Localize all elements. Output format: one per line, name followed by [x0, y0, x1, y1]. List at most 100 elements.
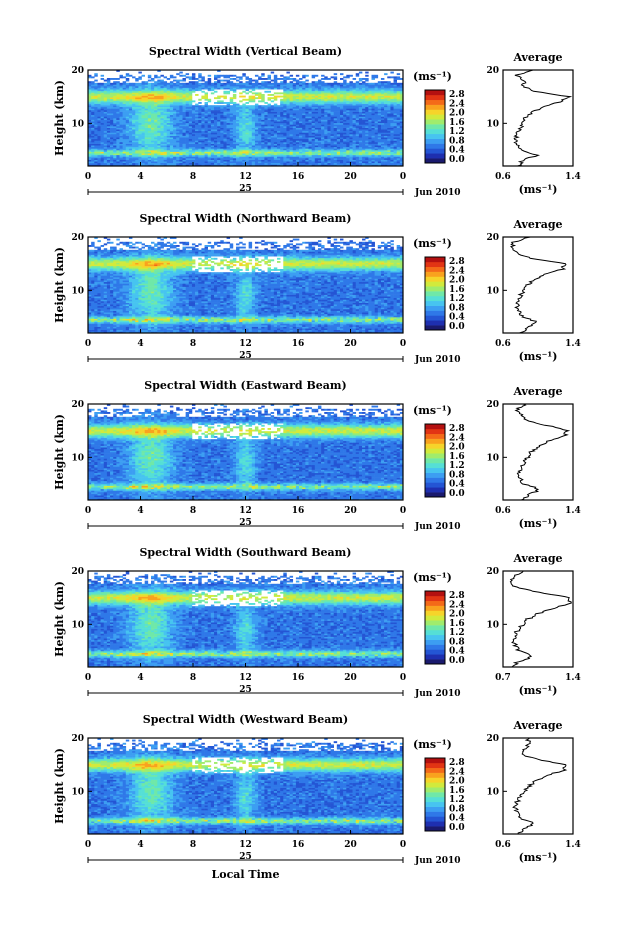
colorbar-segment: [425, 473, 445, 478]
profile-title: Average: [512, 218, 562, 231]
colorbar-segment: [425, 468, 445, 473]
date-label: 25: [239, 351, 252, 361]
profile-x-tick-label: 1.4: [565, 339, 581, 349]
y-tick-label: 10: [71, 286, 84, 296]
profile-y-tick-label: 10: [486, 787, 499, 797]
profile-frame: [503, 571, 573, 667]
colorbar-segment: [425, 768, 445, 773]
colorbar-segment: [425, 821, 445, 826]
x-tick-label: 0: [400, 339, 406, 349]
colorbar-segment: [425, 119, 445, 124]
profile-x-label: (ms⁻¹): [519, 350, 558, 363]
profile-x-tick-label: 0.7: [495, 673, 511, 683]
profile-x-tick-label: 1.4: [565, 172, 581, 182]
x-tick-label: 20: [344, 840, 357, 850]
colorbar-segment: [425, 807, 445, 812]
colorbar-segment: [425, 615, 445, 620]
x-tick-label: 0: [400, 172, 406, 182]
profile-y-tick-label: 20: [486, 567, 499, 577]
x-tick-label: 20: [344, 339, 357, 349]
colorbar-segment: [425, 291, 445, 296]
profile-frame: [503, 738, 573, 834]
x-tick-label: 12: [239, 339, 252, 349]
x-tick-label: 12: [239, 840, 252, 850]
panel-4: Spectral Width (Southward Beam)1020Heigh…: [53, 546, 581, 699]
colorbar: (ms⁻¹)2.82.42.01.61.20.80.40.0: [413, 738, 465, 833]
colorbar-segment: [425, 782, 445, 787]
colorbar-segment: [425, 100, 445, 105]
heatmap-cells: [88, 70, 403, 166]
colorbar-segment: [425, 630, 445, 635]
profile-line: [516, 404, 569, 500]
x-tick-label: 0: [85, 172, 91, 182]
profile-x-label: (ms⁻¹): [519, 183, 558, 196]
panel-title: Spectral Width (Vertical Beam): [149, 45, 342, 58]
colorbar-segment: [425, 635, 445, 640]
colorbar-segment: [425, 257, 445, 262]
colorbar-segment: [425, 816, 445, 821]
y-tick-label: 20: [71, 567, 84, 577]
y-tick-label: 10: [71, 453, 84, 463]
y-tick-label: 10: [71, 787, 84, 797]
x-tick-label: 8: [190, 339, 196, 349]
month-label: Jun 2010: [414, 689, 461, 699]
x-tick-label: 0: [85, 840, 91, 850]
colorbar-segment: [425, 645, 445, 650]
profile-title: Average: [512, 719, 562, 732]
x-tick-label: 16: [292, 506, 305, 516]
heatmap-cells: [88, 738, 403, 834]
colorbar-segment: [425, 320, 445, 325]
colorbar-segment: [425, 148, 445, 153]
x-tick-label: 8: [190, 840, 196, 850]
colorbar-segment: [425, 109, 445, 114]
y-tick-label: 20: [71, 66, 84, 76]
colorbar-segment: [425, 296, 445, 301]
panel-5: Spectral Width (Westward Beam)1020Height…: [53, 713, 581, 881]
x-tick-label: 4: [137, 840, 143, 850]
colorbar-tick-label: 0.0: [449, 823, 465, 833]
x-tick-label: 4: [137, 673, 143, 683]
colorbar-segment: [425, 596, 445, 601]
colorbar-segment: [425, 276, 445, 281]
profile-x-tick-label: 0.6: [495, 172, 511, 182]
date-label: 25: [239, 685, 252, 695]
colorbar-segment: [425, 95, 445, 100]
profile-y-tick-label: 10: [486, 620, 499, 630]
colorbar-segment: [425, 649, 445, 654]
colorbar-segment: [425, 601, 445, 606]
x-tick-label: 8: [190, 673, 196, 683]
colorbar-tick-label: 0.0: [449, 489, 465, 499]
date-label: 25: [239, 184, 252, 194]
y-axis-label: Height (km): [53, 247, 66, 323]
profile-title: Average: [512, 552, 562, 565]
panel-2: Spectral Width (Northward Beam)1020Heigh…: [53, 212, 581, 365]
colorbar-segment: [425, 620, 445, 625]
colorbar-segment: [425, 434, 445, 439]
y-axis-label: Height (km): [53, 581, 66, 657]
heatmap-cells: [88, 571, 403, 667]
x-tick-label: 20: [344, 172, 357, 182]
colorbar-segment: [425, 114, 445, 119]
colorbar-segment: [425, 281, 445, 286]
colorbar-segment: [425, 487, 445, 492]
colorbar-segment: [425, 792, 445, 797]
x-axis-label: Local Time: [212, 868, 280, 881]
profile-line: [510, 571, 571, 667]
colorbar-segment: [425, 777, 445, 782]
colorbar-segment: [425, 463, 445, 468]
profile-frame: [503, 70, 573, 166]
heatmap-cells: [88, 237, 403, 333]
x-tick-label: 4: [137, 339, 143, 349]
profile-title: Average: [512, 51, 562, 64]
date-label: 25: [239, 518, 252, 528]
x-tick-label: 12: [239, 172, 252, 182]
x-tick-label: 0: [400, 673, 406, 683]
profile-y-tick-label: 20: [486, 400, 499, 410]
colorbar-segment: [425, 286, 445, 291]
profile-x-tick-label: 1.4: [565, 840, 581, 850]
panel-title: Spectral Width (Eastward Beam): [144, 379, 346, 392]
colorbar-segment: [425, 272, 445, 277]
